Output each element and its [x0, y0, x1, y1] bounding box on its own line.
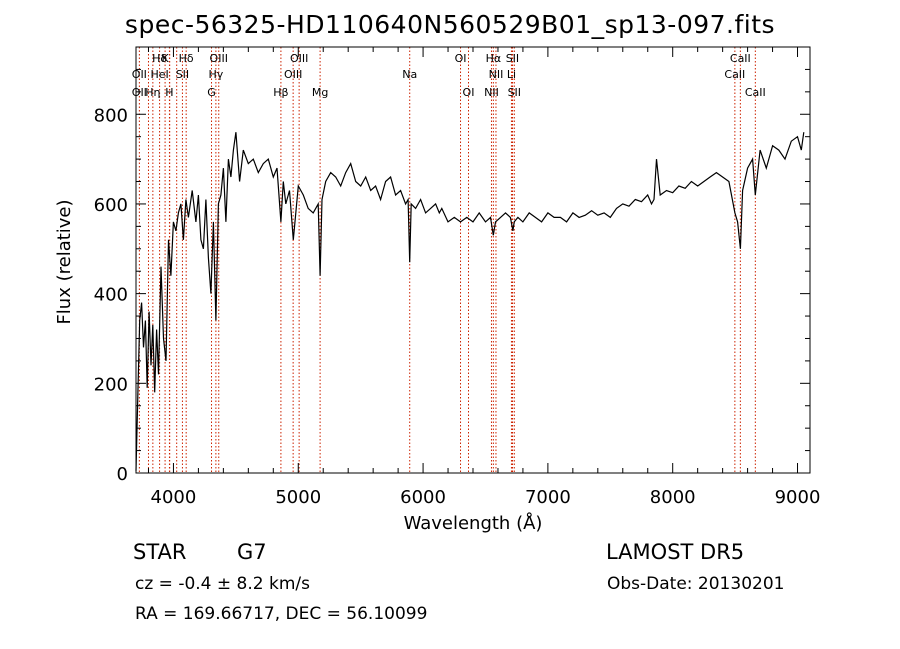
y-tick-label: 600	[94, 195, 128, 216]
line-marker-label: OII	[132, 68, 147, 81]
line-marker-label: Hγ	[208, 68, 223, 81]
line-marker-label: Hδ	[152, 52, 167, 65]
line-marker-label: OIII	[290, 52, 308, 65]
series-layer	[135, 132, 805, 471]
line-marker-label: Hδ	[179, 52, 194, 65]
y-tick-label: 800	[94, 105, 128, 126]
line-marker-label: NII	[489, 68, 504, 81]
redshift-velocity: cz = -0.4 ± 8.2 km/s	[135, 574, 310, 594]
observation-date: Obs-Date: 20130201	[607, 574, 785, 594]
chart-title: spec-56325-HD110640N560529B01_sp13-097.f…	[124, 10, 776, 39]
line-marker-label: OII	[132, 86, 147, 99]
spectrum-series-line	[135, 132, 805, 471]
line-marker-label: CaII	[724, 68, 745, 81]
line-marker-label: Mg	[312, 86, 328, 99]
y-tick-label: 0	[117, 464, 128, 485]
y-axis-label: Flux (relative)	[54, 199, 75, 324]
line-marker-label: Na	[402, 68, 417, 81]
line-marker-label: SII	[508, 86, 521, 99]
x-tick-label: 6000	[400, 487, 446, 508]
line-marker-label: G	[207, 86, 216, 99]
y-tick-label: 400	[94, 285, 128, 306]
line-marker-label: HeI	[150, 68, 168, 81]
line-marker-label: H	[165, 86, 173, 99]
object-subclass: G7	[237, 540, 267, 564]
line-marker-label: OIII	[284, 68, 302, 81]
line-marker-label: Li	[507, 68, 516, 81]
object-class: STAR	[133, 540, 187, 564]
line-marker-label: SII	[506, 52, 519, 65]
x-tick-label: 4000	[151, 487, 197, 508]
line-marker-label: Hα	[486, 52, 502, 65]
line-marker-label: OI	[463, 86, 475, 99]
survey-name: LAMOST DR5	[606, 540, 745, 564]
x-tick-label: 5000	[275, 487, 321, 508]
x-tick-label: 8000	[650, 487, 696, 508]
line-marker-label: CaII	[745, 86, 766, 99]
line-marker-label: OIII	[210, 52, 228, 65]
line-marker-label: K	[161, 52, 169, 65]
line-marker-label: Hβ	[273, 86, 288, 99]
line-marker-label: SII	[176, 68, 189, 81]
line-marker-label: Hη	[145, 86, 160, 99]
line-marker-layer	[138, 47, 756, 473]
line-marker-label: CaII	[730, 52, 751, 65]
y-tick-label: 200	[94, 374, 128, 395]
line-marker-label: NII	[484, 86, 499, 99]
x-tick-label: 7000	[525, 487, 571, 508]
x-tick-label: 9000	[775, 487, 821, 508]
plot-frame	[135, 46, 811, 474]
axis-layer: 4000 5000 6000 7000 8000 9000 0 200 400 600 800	[94, 47, 821, 508]
x-axis-label: Wavelength (Å)	[404, 512, 543, 534]
ra-dec-coordinates: RA = 169.66717, DEC = 56.10099	[135, 604, 428, 624]
line-marker-label: OI	[455, 52, 467, 65]
